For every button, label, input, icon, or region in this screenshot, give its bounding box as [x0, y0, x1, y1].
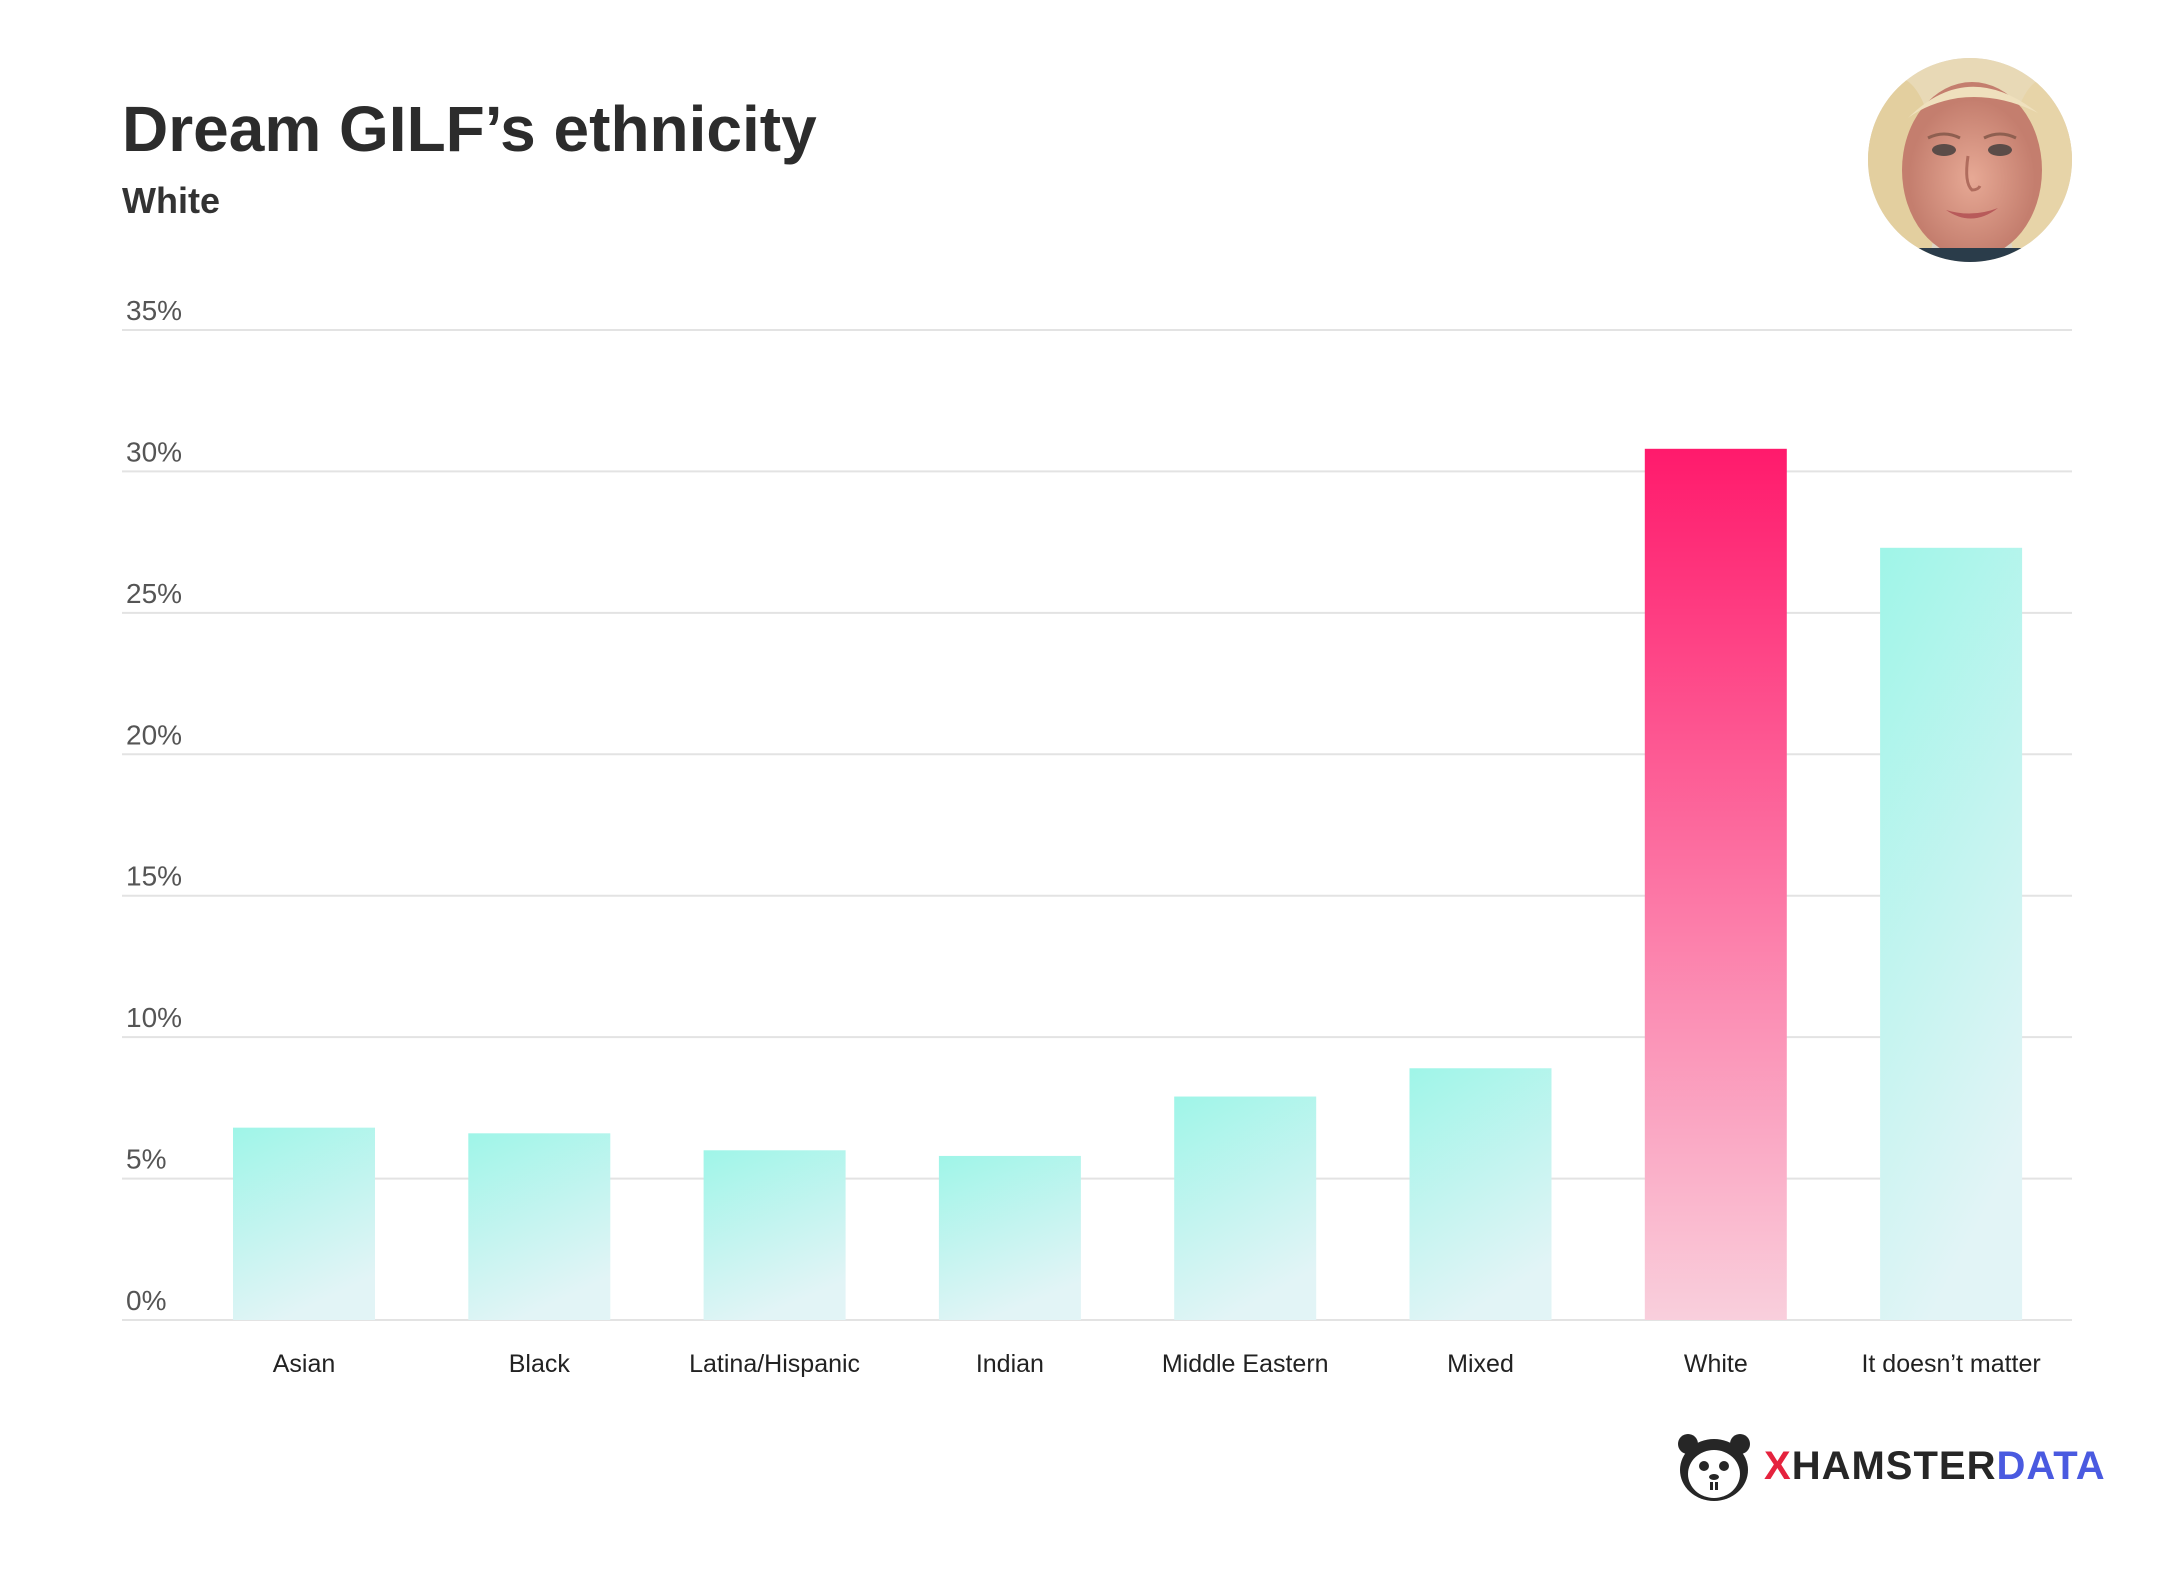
bar-indian: [938, 1155, 1081, 1320]
x-category-label: Middle Eastern: [1162, 1350, 1329, 1378]
xhamsterdata-logo: XHAMSTERDATA: [1674, 1430, 2105, 1504]
logo-hamster: HAMSTER: [1791, 1444, 1997, 1488]
logo-data: DATA: [1996, 1444, 2106, 1488]
y-tick-label: 0%: [126, 1285, 166, 1316]
bar-black: [468, 1133, 611, 1320]
y-tick-label: 20%: [126, 719, 182, 750]
bar-asian: [233, 1127, 375, 1320]
bar-latina-hispanic: [703, 1150, 846, 1320]
x-category-label: Indian: [976, 1350, 1044, 1378]
chart-subtitle: White: [122, 180, 220, 221]
x-category-label: It doesn’t matter: [1861, 1350, 2040, 1378]
x-axis-labels: Asian Black Latina/Hispanic Indian Middle Ea…: [273, 1350, 2041, 1378]
y-tick-label: 30%: [126, 436, 182, 467]
x-category-label: White: [1684, 1350, 1748, 1378]
logo-x: X: [1764, 1444, 1792, 1488]
chart-title: Dream GILF’s ethnicity: [122, 93, 817, 165]
y-tick-label: 5%: [126, 1144, 166, 1175]
y-tick-label: 10%: [126, 1002, 182, 1033]
x-category-label: Mixed: [1447, 1350, 1514, 1378]
x-category-label: Latina/Hispanic: [689, 1350, 860, 1378]
x-category-label: Black: [509, 1350, 571, 1378]
y-tick-label: 35%: [126, 295, 182, 326]
bar-white: [1644, 448, 1787, 1320]
bar-mixed: [1409, 1068, 1552, 1320]
bars: [233, 448, 2023, 1320]
y-tick-label: 25%: [126, 578, 182, 609]
y-tick-label: 15%: [126, 861, 182, 892]
bar-middle-eastern: [1174, 1096, 1317, 1320]
bar-it-doesn-t-matter: [1880, 547, 2023, 1320]
hamster-face-icon: [1678, 1434, 1750, 1501]
y-axis-ticks: 0% 5% 10% 15% 20% 25% 30% 35%: [126, 295, 182, 1316]
x-category-label: Asian: [273, 1350, 336, 1378]
